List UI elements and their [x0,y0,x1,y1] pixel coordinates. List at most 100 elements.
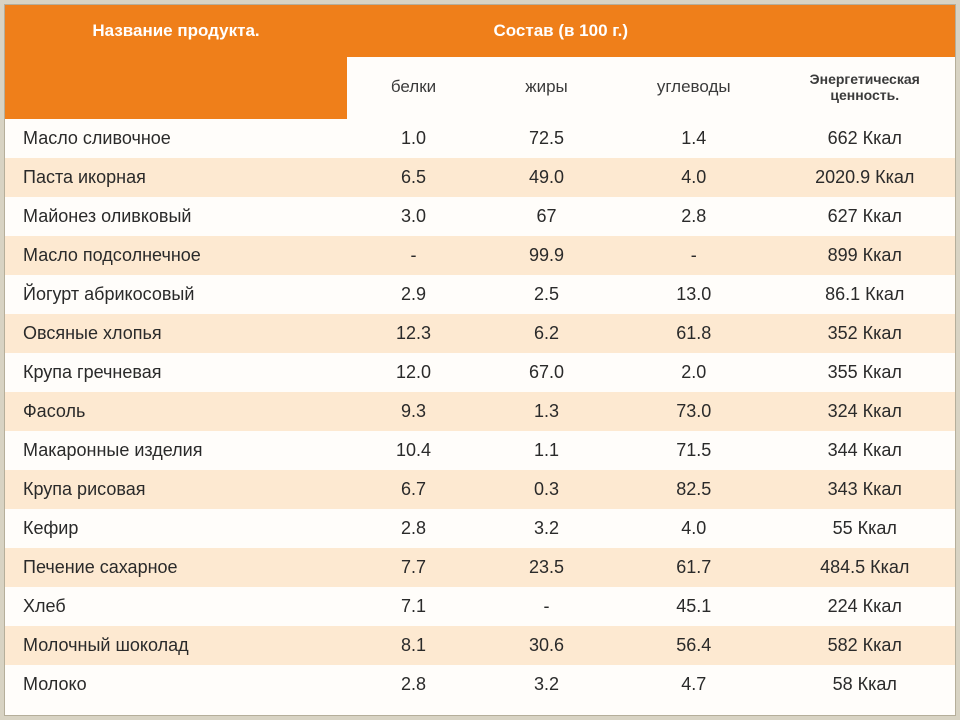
cell-name: Крупа рисовая [5,470,347,509]
cell-fat: 99.9 [480,236,613,275]
table-row: Кефир2.83.24.055 Ккал [5,509,955,548]
cell-carbs: 82.5 [613,470,775,509]
cell-fat: 72.5 [480,119,613,158]
cell-energy: 2020.9 Ккал [775,158,956,197]
cell-carbs: 45.1 [613,587,775,626]
cell-carbs: 2.8 [613,197,775,236]
cell-carbs: 13.0 [613,275,775,314]
table-container: Название продукта. Состав (в 100 г.) бел… [4,4,956,716]
cell-carbs: 1.4 [613,119,775,158]
table-head: Название продукта. Состав (в 100 г.) бел… [5,5,955,119]
cell-name: Йогурт абрикосовый [5,275,347,314]
cell-name: Печение сахарное [5,548,347,587]
cell-protein: 6.7 [347,470,480,509]
cell-carbs: 73.0 [613,392,775,431]
cell-protein: 7.7 [347,548,480,587]
cell-energy: 343 Ккал [775,470,956,509]
table-row: Макаронные изделия10.41.171.5344 Ккал [5,431,955,470]
table-row: Масло подсолнечное-99.9-899 Ккал [5,236,955,275]
table-row: Крупа рисовая6.70.382.5343 Ккал [5,470,955,509]
table-body: Масло сливочное1.072.51.4662 КкалПаста и… [5,119,955,704]
cell-energy: 352 Ккал [775,314,956,353]
table-row: Крупа гречневая12.067.02.0355 Ккал [5,353,955,392]
table-row: Печение сахарное7.723.561.7484.5 Ккал [5,548,955,587]
cell-energy: 55 Ккал [775,509,956,548]
cell-energy: 484.5 Ккал [775,548,956,587]
cell-fat: 1.3 [480,392,613,431]
cell-name: Масло подсолнечное [5,236,347,275]
cell-protein: 1.0 [347,119,480,158]
cell-carbs: 2.0 [613,353,775,392]
cell-protein: 7.1 [347,587,480,626]
cell-name: Паста икорная [5,158,347,197]
cell-carbs: 61.8 [613,314,775,353]
cell-name: Макаронные изделия [5,431,347,470]
cell-carbs: - [613,236,775,275]
cell-energy: 224 Ккал [775,587,956,626]
cell-protein: 2.9 [347,275,480,314]
cell-energy: 899 Ккал [775,236,956,275]
cell-name: Молочный шоколад [5,626,347,665]
header-product-name: Название продукта. [5,5,347,119]
subheader-fat: жиры [480,57,613,119]
table-row: Фасоль9.31.373.0324 Ккал [5,392,955,431]
cell-fat: 67 [480,197,613,236]
cell-fat: 0.3 [480,470,613,509]
cell-carbs: 61.7 [613,548,775,587]
cell-protein: 12.0 [347,353,480,392]
cell-protein: 10.4 [347,431,480,470]
cell-energy: 627 Ккал [775,197,956,236]
cell-name: Крупа гречневая [5,353,347,392]
cell-fat: 6.2 [480,314,613,353]
cell-carbs: 4.0 [613,509,775,548]
cell-fat: - [480,587,613,626]
header-blank [775,5,956,57]
cell-carbs: 4.0 [613,158,775,197]
cell-energy: 582 Ккал [775,626,956,665]
subheader-energy: Энергетическая ценность. [775,57,956,119]
table-row: Масло сливочное1.072.51.4662 Ккал [5,119,955,158]
subheader-protein: белки [347,57,480,119]
cell-protein: 8.1 [347,626,480,665]
cell-fat: 30.6 [480,626,613,665]
cell-energy: 662 Ккал [775,119,956,158]
cell-name: Хлеб [5,587,347,626]
header-composition: Состав (в 100 г.) [347,5,775,57]
cell-name: Майонез оливковый [5,197,347,236]
table-row: Молочный шоколад8.130.656.4582 Ккал [5,626,955,665]
nutrition-table: Название продукта. Состав (в 100 г.) бел… [5,5,955,704]
cell-name: Масло сливочное [5,119,347,158]
table-row: Хлеб7.1-45.1224 Ккал [5,587,955,626]
table-row: Йогурт абрикосовый2.92.513.086.1 Ккал [5,275,955,314]
table-row: Майонез оливковый3.0672.8627 Ккал [5,197,955,236]
cell-fat: 49.0 [480,158,613,197]
subheader-carbs: углеводы [613,57,775,119]
cell-protein: 12.3 [347,314,480,353]
cell-carbs: 4.7 [613,665,775,704]
cell-energy: 344 Ккал [775,431,956,470]
cell-energy: 324 Ккал [775,392,956,431]
cell-fat: 23.5 [480,548,613,587]
table-row: Молоко2.83.24.758 Ккал [5,665,955,704]
cell-fat: 3.2 [480,665,613,704]
cell-protein: 9.3 [347,392,480,431]
cell-protein: 6.5 [347,158,480,197]
cell-energy: 86.1 Ккал [775,275,956,314]
cell-fat: 67.0 [480,353,613,392]
table-row: Овсяные хлопья12.36.261.8352 Ккал [5,314,955,353]
cell-fat: 3.2 [480,509,613,548]
cell-carbs: 71.5 [613,431,775,470]
cell-name: Овсяные хлопья [5,314,347,353]
cell-protein: 2.8 [347,509,480,548]
cell-protein: 2.8 [347,665,480,704]
cell-name: Кефир [5,509,347,548]
cell-energy: 58 Ккал [775,665,956,704]
cell-fat: 1.1 [480,431,613,470]
cell-carbs: 56.4 [613,626,775,665]
cell-protein: 3.0 [347,197,480,236]
cell-name: Молоко [5,665,347,704]
cell-fat: 2.5 [480,275,613,314]
table-row: Паста икорная6.549.04.02020.9 Ккал [5,158,955,197]
cell-name: Фасоль [5,392,347,431]
cell-protein: - [347,236,480,275]
